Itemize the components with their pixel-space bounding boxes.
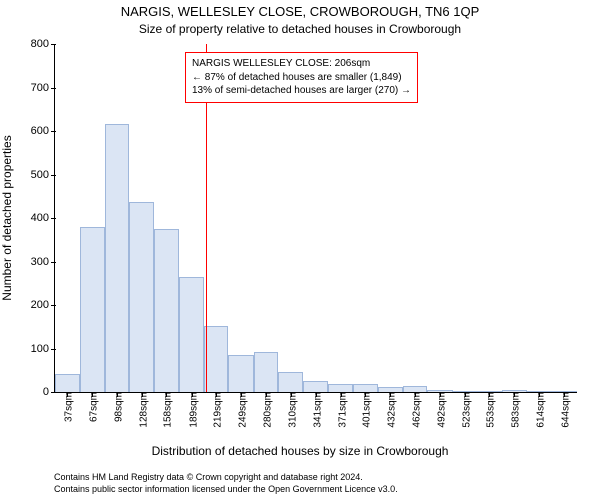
histogram-bar bbox=[179, 277, 204, 392]
histogram-bar bbox=[204, 326, 229, 392]
annotation-line: 13% of semi-detached houses are larger (… bbox=[192, 84, 411, 98]
y-tick-label: 0 bbox=[43, 386, 55, 398]
histogram-bar bbox=[254, 352, 279, 392]
x-tick-label: 401sqm bbox=[358, 392, 373, 428]
x-tick-label: 583sqm bbox=[507, 392, 522, 428]
x-tick-label: 37sqm bbox=[60, 392, 75, 422]
x-tick-label: 462sqm bbox=[408, 392, 423, 428]
x-tick-label: 189sqm bbox=[184, 392, 199, 428]
y-tick-label: 100 bbox=[31, 343, 55, 355]
histogram-bar bbox=[353, 384, 378, 392]
plot-area: 010020030040050060070080037sqm67sqm98sqm… bbox=[54, 44, 577, 393]
y-tick-label: 600 bbox=[31, 125, 55, 137]
footer-attribution: Contains HM Land Registry data © Crown c… bbox=[54, 472, 398, 495]
x-tick-label: 280sqm bbox=[259, 392, 274, 428]
footer-line: Contains HM Land Registry data © Crown c… bbox=[54, 472, 398, 484]
x-tick-label: 492sqm bbox=[432, 392, 447, 428]
histogram-bar bbox=[129, 202, 154, 392]
histogram-bar bbox=[303, 381, 328, 392]
histogram-bar bbox=[228, 355, 253, 392]
x-tick-label: 128sqm bbox=[134, 392, 149, 428]
chart-figure: NARGIS, WELLESLEY CLOSE, CROWBOROUGH, TN… bbox=[0, 0, 600, 500]
y-tick-label: 800 bbox=[31, 38, 55, 50]
y-axis-label: Number of detached properties bbox=[0, 135, 14, 300]
x-tick-label: 310sqm bbox=[283, 392, 298, 428]
y-tick-label: 400 bbox=[31, 212, 55, 224]
x-tick-label: 432sqm bbox=[383, 392, 398, 428]
histogram-bar bbox=[278, 372, 303, 392]
histogram-bar bbox=[328, 384, 353, 392]
x-tick-label: 219sqm bbox=[209, 392, 224, 428]
x-tick-label: 249sqm bbox=[233, 392, 248, 428]
x-tick-label: 614sqm bbox=[532, 392, 547, 428]
x-tick-label: 644sqm bbox=[556, 392, 571, 428]
histogram-bar bbox=[80, 227, 105, 392]
footer-line: Contains public sector information licen… bbox=[54, 484, 398, 496]
annotation-line: ← 87% of detached houses are smaller (1,… bbox=[192, 71, 411, 85]
x-tick-label: 371sqm bbox=[333, 392, 348, 428]
x-tick-label: 553sqm bbox=[482, 392, 497, 428]
annotation-line: NARGIS WELLESLEY CLOSE: 206sqm bbox=[192, 57, 411, 71]
chart-title-line1: NARGIS, WELLESLEY CLOSE, CROWBOROUGH, TN… bbox=[0, 4, 600, 19]
histogram-bar bbox=[154, 229, 179, 392]
x-tick-label: 98sqm bbox=[110, 392, 125, 422]
histogram-bar bbox=[105, 124, 130, 392]
y-tick-label: 700 bbox=[31, 82, 55, 94]
x-tick-label: 341sqm bbox=[309, 392, 324, 428]
x-axis-label: Distribution of detached houses by size … bbox=[0, 444, 600, 458]
y-tick-label: 300 bbox=[31, 256, 55, 268]
x-tick-label: 523sqm bbox=[457, 392, 472, 428]
y-tick-label: 500 bbox=[31, 169, 55, 181]
annotation-box: NARGIS WELLESLEY CLOSE: 206sqm← 87% of d… bbox=[185, 52, 418, 103]
chart-title-line2: Size of property relative to detached ho… bbox=[0, 22, 600, 36]
x-tick-label: 67sqm bbox=[84, 392, 99, 422]
histogram-bar bbox=[55, 374, 80, 392]
x-tick-label: 158sqm bbox=[159, 392, 174, 428]
y-tick-label: 200 bbox=[31, 299, 55, 311]
